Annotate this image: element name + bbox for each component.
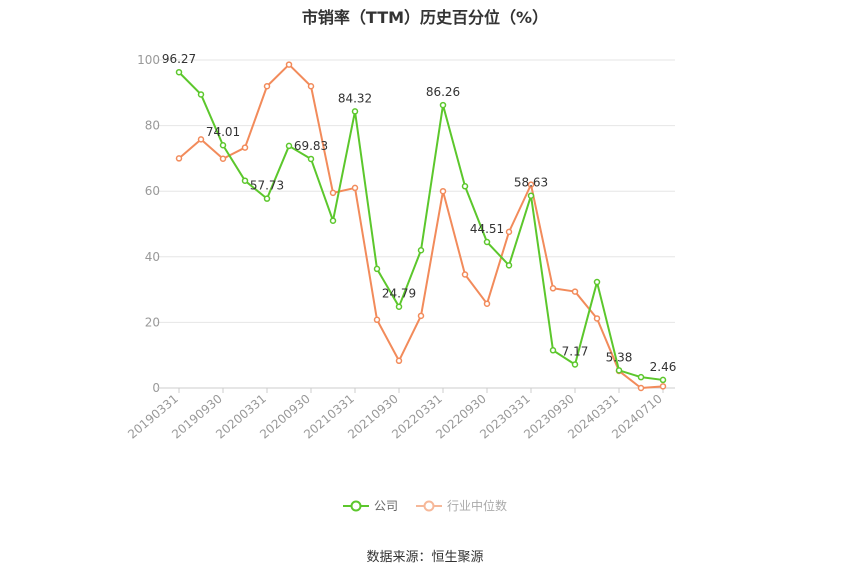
data-point bbox=[571, 361, 579, 368]
data-point bbox=[373, 265, 381, 273]
data-label: 57.73 bbox=[250, 179, 284, 193]
y-tick-label: 0 bbox=[152, 381, 160, 395]
y-tick-label: 20 bbox=[145, 315, 160, 329]
series-lines bbox=[175, 61, 667, 392]
data-point bbox=[351, 108, 359, 115]
data-point bbox=[527, 192, 535, 199]
data-point bbox=[483, 238, 491, 246]
line-chart: 0 20 40 60 80 100 201903312019093020200331202… bbox=[125, 52, 677, 442]
legend: 公司 行业中位数 bbox=[0, 497, 850, 514]
data-point bbox=[549, 347, 557, 354]
data-point bbox=[659, 376, 667, 384]
data-point bbox=[615, 367, 623, 374]
y-tick-label: 60 bbox=[145, 184, 160, 198]
data-point bbox=[197, 136, 205, 143]
legend-marker-industry-icon bbox=[416, 500, 442, 511]
data-point bbox=[439, 187, 447, 195]
data-point bbox=[219, 155, 227, 162]
data-point bbox=[241, 177, 249, 184]
series-line-0 bbox=[178, 71, 664, 381]
data-label: 69.83 bbox=[294, 139, 328, 153]
data-label: 2.46 bbox=[650, 360, 677, 374]
data-point bbox=[527, 181, 535, 188]
data-source: 数据来源：恒生聚源 bbox=[366, 550, 484, 565]
legend-marker-company-icon bbox=[342, 500, 369, 511]
data-point bbox=[197, 91, 205, 98]
data-point bbox=[219, 141, 227, 149]
data-label: 96.27 bbox=[162, 52, 196, 66]
data-point bbox=[659, 383, 667, 390]
x-axis-ticks: 2019033120190930202003312020093020210331… bbox=[125, 388, 665, 442]
data-label: 44.51 bbox=[470, 222, 504, 236]
data-point bbox=[351, 184, 359, 192]
grid-lines bbox=[157, 59, 675, 323]
data-point bbox=[593, 315, 601, 322]
data-point bbox=[571, 288, 579, 295]
data-point bbox=[307, 155, 315, 163]
data-point bbox=[461, 271, 469, 278]
data-point bbox=[307, 82, 315, 90]
data-point bbox=[263, 195, 271, 202]
data-point bbox=[329, 189, 337, 197]
legend-item-industry-median[interactable]: 行业中位数 bbox=[416, 497, 507, 514]
data-label: 5.38 bbox=[606, 350, 633, 364]
y-tick-label: 100 bbox=[137, 53, 160, 67]
data-point bbox=[505, 262, 513, 269]
legend-label-industry-median: 行业中位数 bbox=[447, 499, 508, 513]
data-label: 7.17 bbox=[562, 344, 589, 358]
data-point bbox=[175, 68, 183, 76]
y-axis-ticks: 0 20 40 60 80 100 bbox=[137, 53, 160, 395]
data-label: 74.01 bbox=[206, 125, 240, 139]
data-point bbox=[285, 142, 293, 150]
y-tick-label: 80 bbox=[145, 119, 160, 133]
data-point bbox=[417, 312, 425, 320]
data-point bbox=[175, 155, 183, 162]
data-point bbox=[505, 228, 513, 236]
data-point bbox=[637, 384, 645, 392]
series-line-1 bbox=[178, 63, 664, 389]
data-point bbox=[373, 316, 381, 324]
data-point bbox=[461, 183, 469, 190]
data-point bbox=[395, 303, 403, 310]
data-labels: 96.27 74.01 57.73 69.83 84.32 24.79 86.26 44.51… bbox=[162, 52, 677, 374]
data-point bbox=[285, 61, 293, 68]
data-point bbox=[483, 300, 491, 307]
data-label: 86.26 bbox=[426, 85, 460, 99]
data-point bbox=[549, 285, 557, 292]
legend-label-company: 公司 bbox=[373, 499, 398, 513]
data-point bbox=[395, 357, 403, 365]
data-point bbox=[417, 246, 425, 254]
data-label: 24.79 bbox=[382, 287, 416, 301]
data-point bbox=[593, 278, 601, 286]
data-point bbox=[439, 101, 447, 109]
chart-title: 市销率（TTM）历史百分位（%） bbox=[301, 8, 549, 27]
legend-item-company[interactable]: 公司 bbox=[342, 497, 398, 514]
y-tick-label: 40 bbox=[145, 250, 160, 264]
data-label: 84.32 bbox=[338, 91, 372, 105]
data-point bbox=[329, 217, 337, 224]
data-label: 58.63 bbox=[514, 176, 548, 190]
data-point bbox=[241, 144, 249, 151]
data-point bbox=[637, 373, 645, 381]
data-point bbox=[263, 82, 271, 90]
